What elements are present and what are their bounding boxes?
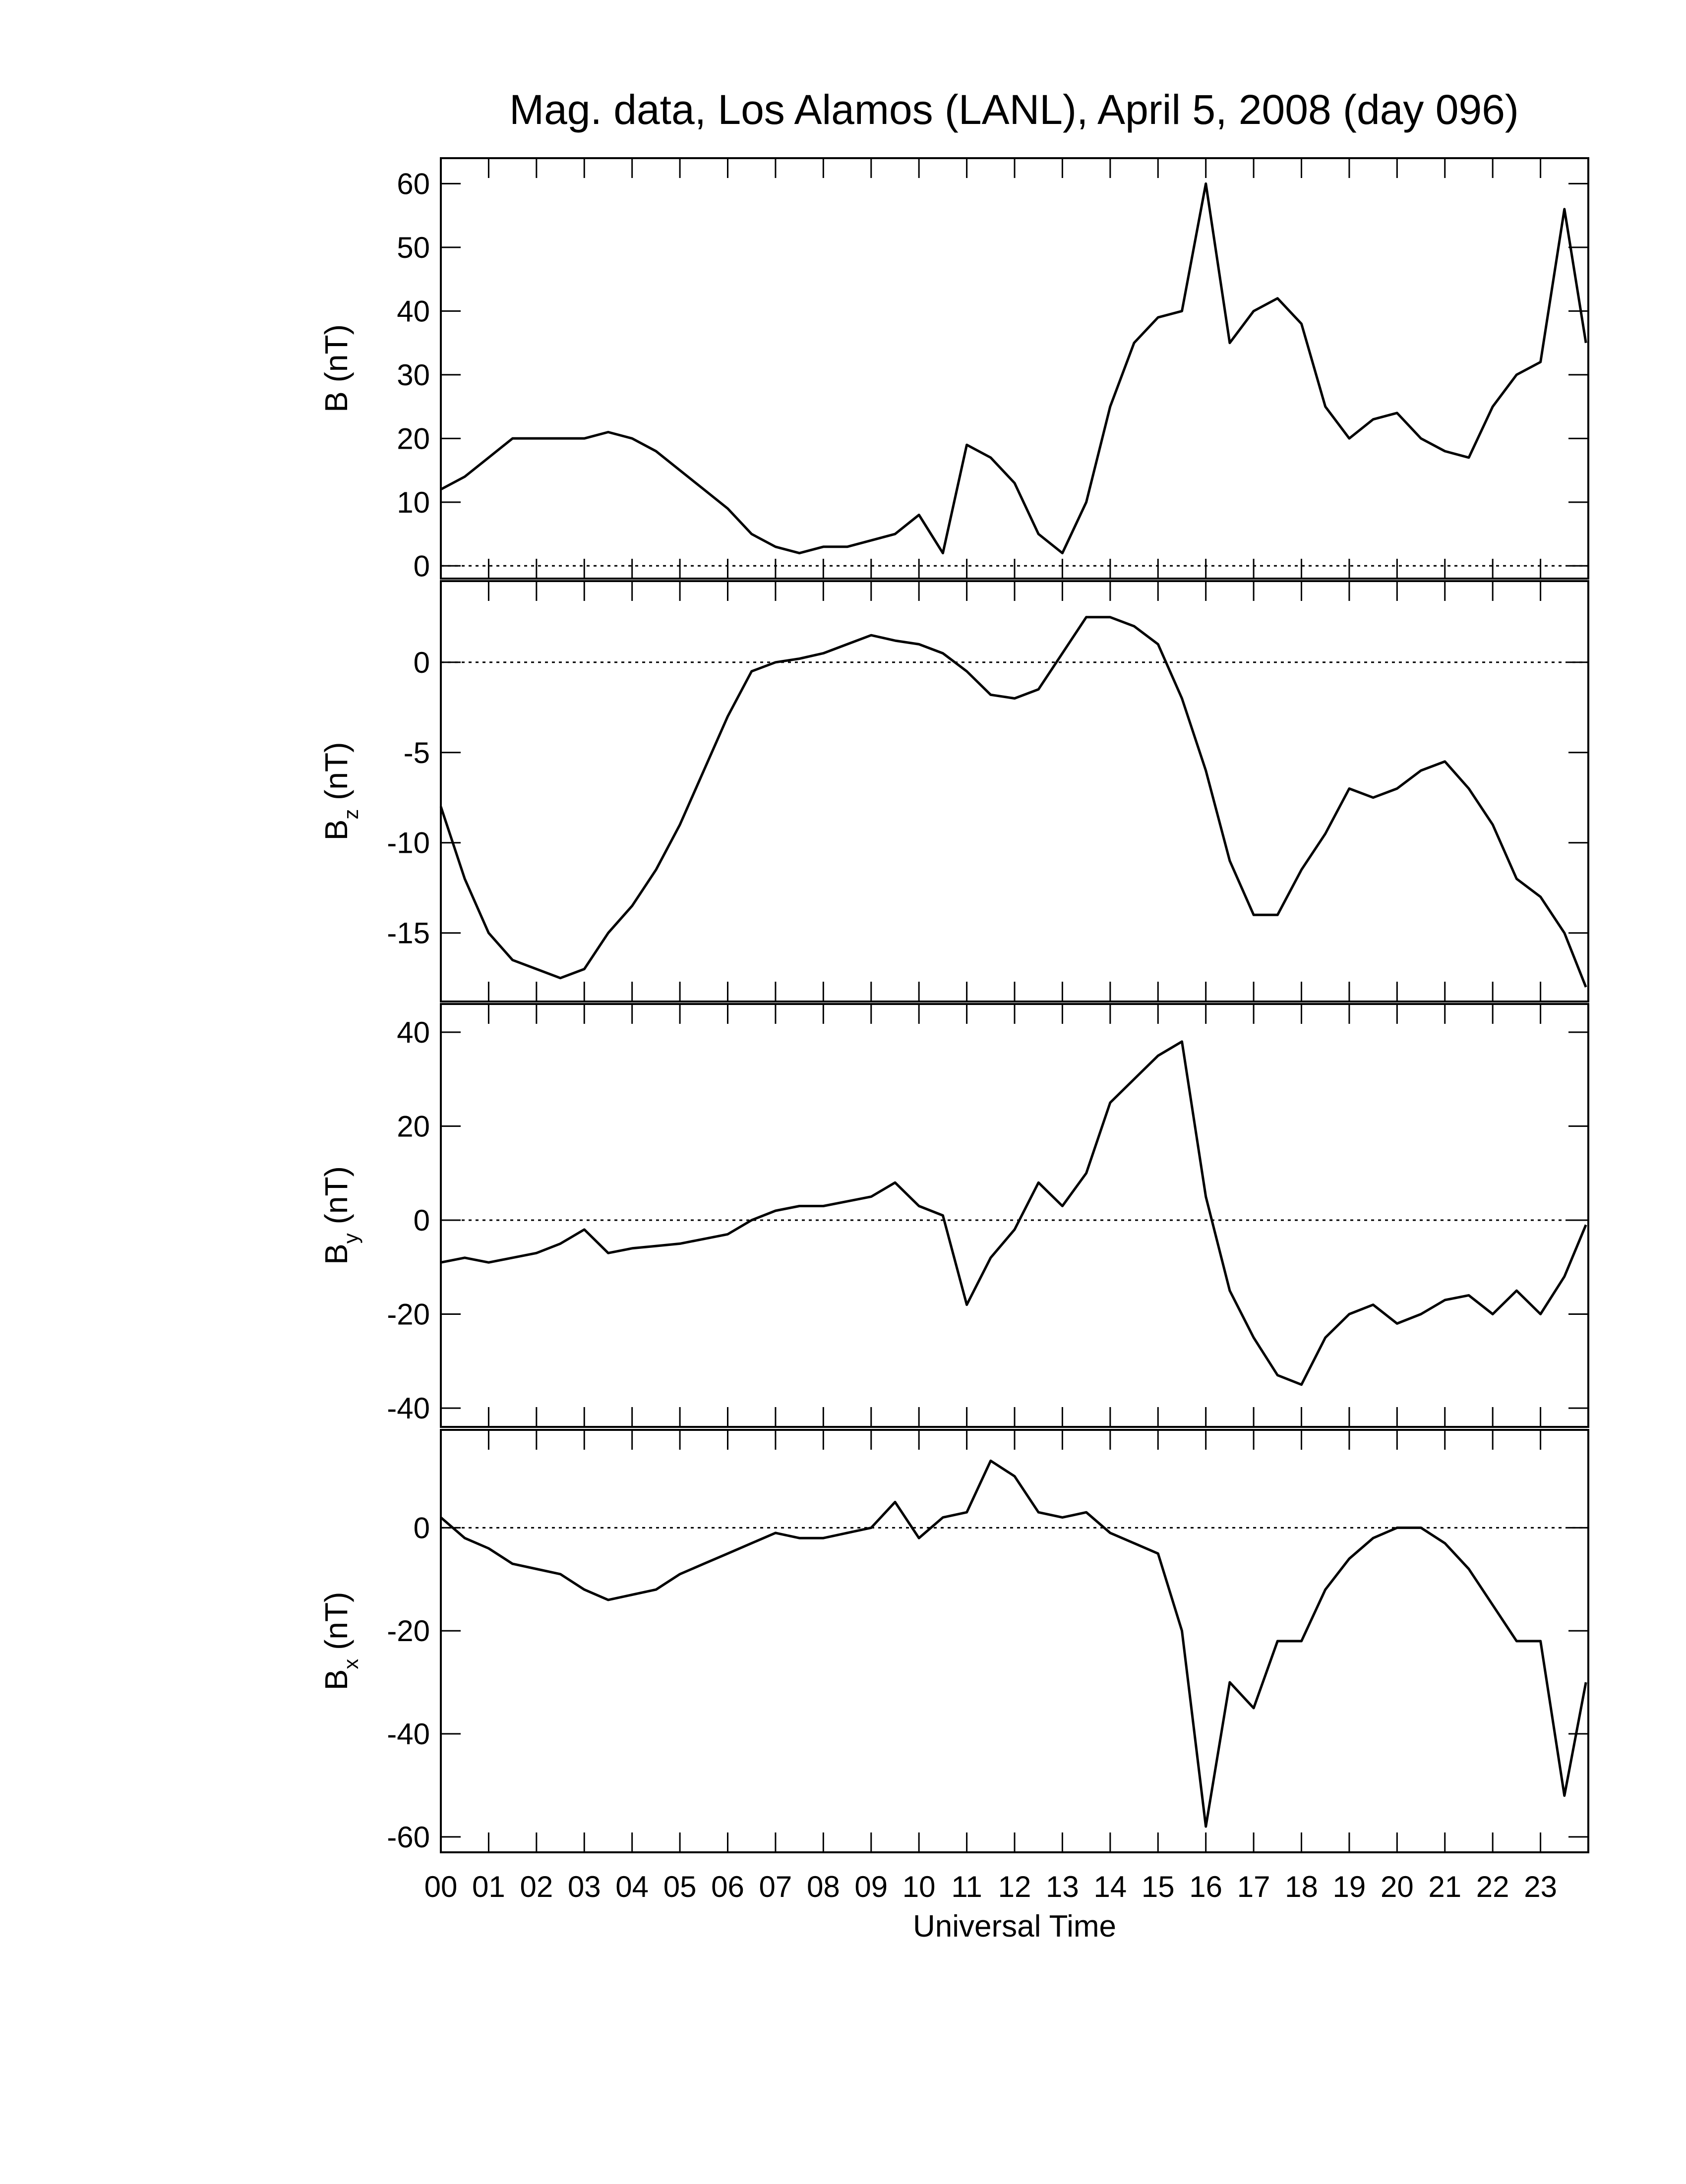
x-tick-label: 03 <box>568 1870 601 1903</box>
y-label-unit: (nT) <box>318 1592 354 1659</box>
y-label-main: B <box>318 391 354 413</box>
y-tick-label: -20 <box>387 1298 430 1331</box>
y-tick-label: 20 <box>397 1110 430 1143</box>
plot-frame <box>440 580 1589 1003</box>
y-tick-label: 0 <box>414 549 430 583</box>
data-line <box>440 182 1587 555</box>
y-label-main: B <box>318 1243 354 1265</box>
y-label-sub: z <box>339 809 362 820</box>
y-tick-label: 50 <box>397 231 430 264</box>
x-tick-label: 09 <box>854 1870 888 1903</box>
y-label-main: B <box>318 820 354 841</box>
x-tick-label: 02 <box>520 1870 553 1903</box>
x-tick-label: 22 <box>1476 1870 1509 1903</box>
y-tick-label: 30 <box>397 358 430 392</box>
y-tick-label: 40 <box>397 1016 430 1049</box>
y-tick-label: -40 <box>387 1392 430 1425</box>
x-tick-label: 15 <box>1142 1870 1175 1903</box>
x-tick-label: 12 <box>998 1870 1031 1903</box>
plot-frame <box>440 1429 1589 1853</box>
plot-frame <box>440 157 1589 580</box>
y-tick-label: -10 <box>387 826 430 860</box>
y-label-sub: x <box>339 1659 362 1669</box>
x-axis-label: Universal Time <box>913 1909 1116 1944</box>
x-tick-label: 19 <box>1333 1870 1366 1903</box>
x-tick-label: 05 <box>663 1870 697 1903</box>
y-label-unit: (nT) <box>318 742 354 809</box>
x-tick-label: 23 <box>1524 1870 1557 1903</box>
y-tick-label: -60 <box>387 1821 430 1854</box>
y-label-unit: (nT) <box>318 324 354 391</box>
x-tick-label: 21 <box>1428 1870 1461 1903</box>
y-tick-label: -20 <box>387 1614 430 1648</box>
x-tick-label: 04 <box>615 1870 649 1903</box>
y-axis-label: Bz (nT) <box>318 742 362 841</box>
chart-title: Mag. data, Los Alamos (LANL), April 5, 2… <box>509 86 1519 133</box>
x-tick-label: 18 <box>1285 1870 1318 1903</box>
x-tick-label: 16 <box>1189 1870 1222 1903</box>
x-tick-label: 01 <box>472 1870 505 1903</box>
y-tick-label: 0 <box>414 646 430 679</box>
x-tick-label: 07 <box>759 1870 792 1903</box>
y-tick-label: -40 <box>387 1717 430 1751</box>
x-tick-label: 11 <box>951 1870 982 1903</box>
y-tick-label: 0 <box>414 1511 430 1544</box>
y-tick-label: 60 <box>397 167 430 200</box>
x-tick-label: 08 <box>807 1870 840 1903</box>
x-tick-label: 13 <box>1046 1870 1079 1903</box>
y-axis-label: B (nT) <box>318 324 354 413</box>
y-tick-label: 40 <box>397 295 430 328</box>
x-tick-label: 20 <box>1381 1870 1414 1903</box>
y-label-sub: y <box>339 1233 362 1243</box>
x-tick-label: 10 <box>903 1870 936 1903</box>
y-tick-label: 0 <box>414 1204 430 1237</box>
x-tick-label: 14 <box>1093 1870 1127 1903</box>
y-tick-label: 10 <box>397 486 430 519</box>
y-tick-label: -5 <box>404 736 430 769</box>
x-tick-label: 00 <box>424 1870 458 1903</box>
y-axis-label: Bx (nT) <box>318 1592 362 1691</box>
data-line <box>440 1459 1587 1828</box>
y-tick-label: -15 <box>387 917 430 950</box>
data-line <box>439 616 1587 988</box>
y-label-unit: (nT) <box>318 1166 354 1233</box>
y-axis-label: By (nT) <box>318 1166 362 1265</box>
y-label-main: B <box>318 1669 354 1691</box>
x-tick-label: 06 <box>711 1870 744 1903</box>
data-line <box>440 1040 1587 1386</box>
y-tick-label: 20 <box>397 422 430 455</box>
plot-frame <box>440 1003 1589 1428</box>
x-tick-label: 17 <box>1237 1870 1270 1903</box>
